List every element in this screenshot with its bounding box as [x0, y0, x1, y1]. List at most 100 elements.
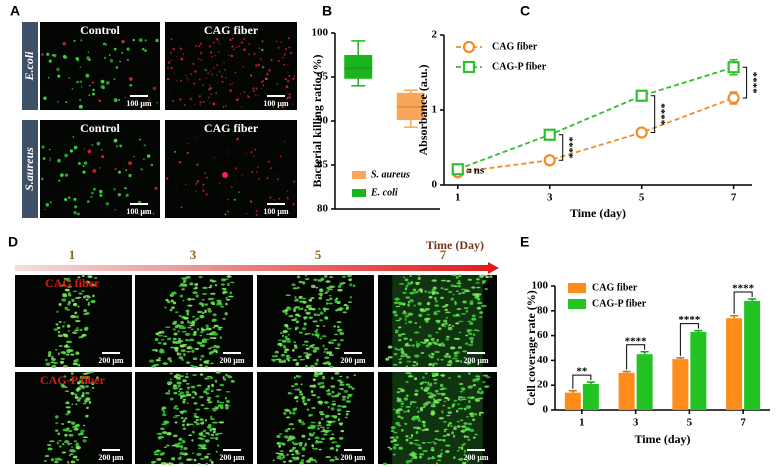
- legend-label: E. coli: [370, 187, 398, 198]
- cell: [325, 298, 330, 301]
- cell: [173, 150, 176, 153]
- cell: [304, 308, 307, 312]
- cell: [324, 291, 328, 295]
- cell: [70, 314, 76, 319]
- cell: [49, 440, 55, 443]
- cell: [465, 290, 471, 293]
- cell: [413, 331, 420, 334]
- cell: [190, 328, 194, 331]
- cell: [78, 104, 83, 109]
- cell: [185, 373, 189, 376]
- cell: [339, 375, 343, 378]
- cell: [220, 278, 227, 282]
- cell: [159, 351, 165, 354]
- cell: [288, 74, 291, 77]
- cell: [413, 443, 418, 445]
- cell: [441, 305, 447, 308]
- cell: [457, 346, 463, 349]
- cell: [44, 208, 46, 211]
- cell: [299, 441, 303, 445]
- cell: [454, 360, 460, 363]
- cell: [64, 173, 69, 177]
- cell: [462, 300, 467, 304]
- cell: [427, 291, 433, 294]
- cell: [466, 459, 469, 462]
- fit-line: [457, 97, 734, 174]
- legend-swatch: [568, 283, 586, 293]
- cell: [400, 389, 405, 393]
- cell: [288, 93, 291, 96]
- cell: [72, 362, 78, 366]
- cell: [445, 311, 451, 314]
- cell: [243, 91, 246, 94]
- cell: [208, 96, 210, 99]
- cell: [454, 301, 457, 306]
- cell: [66, 410, 71, 414]
- cell: [229, 89, 232, 92]
- cell: [179, 79, 183, 82]
- cell: [205, 324, 209, 328]
- y-tick-label: 80: [317, 203, 329, 215]
- cell: [294, 407, 298, 411]
- cell: [434, 297, 437, 300]
- cell: [199, 52, 202, 55]
- cell: [207, 307, 212, 311]
- cell: [65, 101, 68, 104]
- legend-marker: [462, 60, 476, 74]
- cell: [431, 353, 435, 356]
- cell: [235, 46, 238, 48]
- cell: [335, 448, 339, 452]
- cell: [83, 148, 85, 150]
- cell: [68, 340, 72, 344]
- cell: [159, 348, 164, 351]
- cell: [199, 458, 205, 460]
- cell: [445, 322, 448, 324]
- cell: [461, 398, 467, 401]
- cell: [412, 288, 417, 292]
- cell: [292, 77, 295, 80]
- cell: [443, 354, 449, 358]
- cell: [42, 157, 46, 160]
- cell: [160, 338, 165, 341]
- cell: [138, 103, 140, 105]
- cell: [138, 138, 141, 141]
- cell: [234, 71, 237, 74]
- cell: [286, 190, 289, 192]
- cell: [196, 452, 202, 456]
- cell: [302, 281, 306, 285]
- cell: [337, 289, 343, 292]
- cell: [457, 398, 461, 401]
- panel-label: C: [520, 3, 530, 19]
- cell: [222, 106, 225, 108]
- cell: [172, 47, 176, 51]
- cell: [297, 355, 302, 358]
- cell: [285, 294, 291, 296]
- legend-label: CAG fiber: [592, 282, 638, 293]
- cell: [411, 344, 415, 347]
- cell: [427, 381, 430, 385]
- cell: [331, 441, 338, 444]
- cell: [296, 400, 299, 403]
- legend-marker: [462, 40, 476, 54]
- cell: [443, 319, 448, 323]
- cell: [94, 277, 98, 279]
- cell: [325, 361, 330, 365]
- cell: [317, 292, 324, 296]
- cell: [256, 166, 259, 169]
- cell: [317, 427, 320, 431]
- cell: [67, 420, 72, 423]
- cell: [405, 405, 411, 408]
- cell: [156, 102, 158, 104]
- cell: [90, 191, 94, 195]
- cell: [128, 77, 133, 81]
- cell: [279, 343, 282, 347]
- cell: [55, 323, 59, 326]
- cell: [400, 405, 404, 408]
- cell: [414, 322, 418, 324]
- cell: [174, 405, 178, 408]
- cell: [349, 283, 353, 287]
- cell: [220, 75, 223, 78]
- cell: [404, 287, 408, 291]
- cell: [326, 426, 330, 429]
